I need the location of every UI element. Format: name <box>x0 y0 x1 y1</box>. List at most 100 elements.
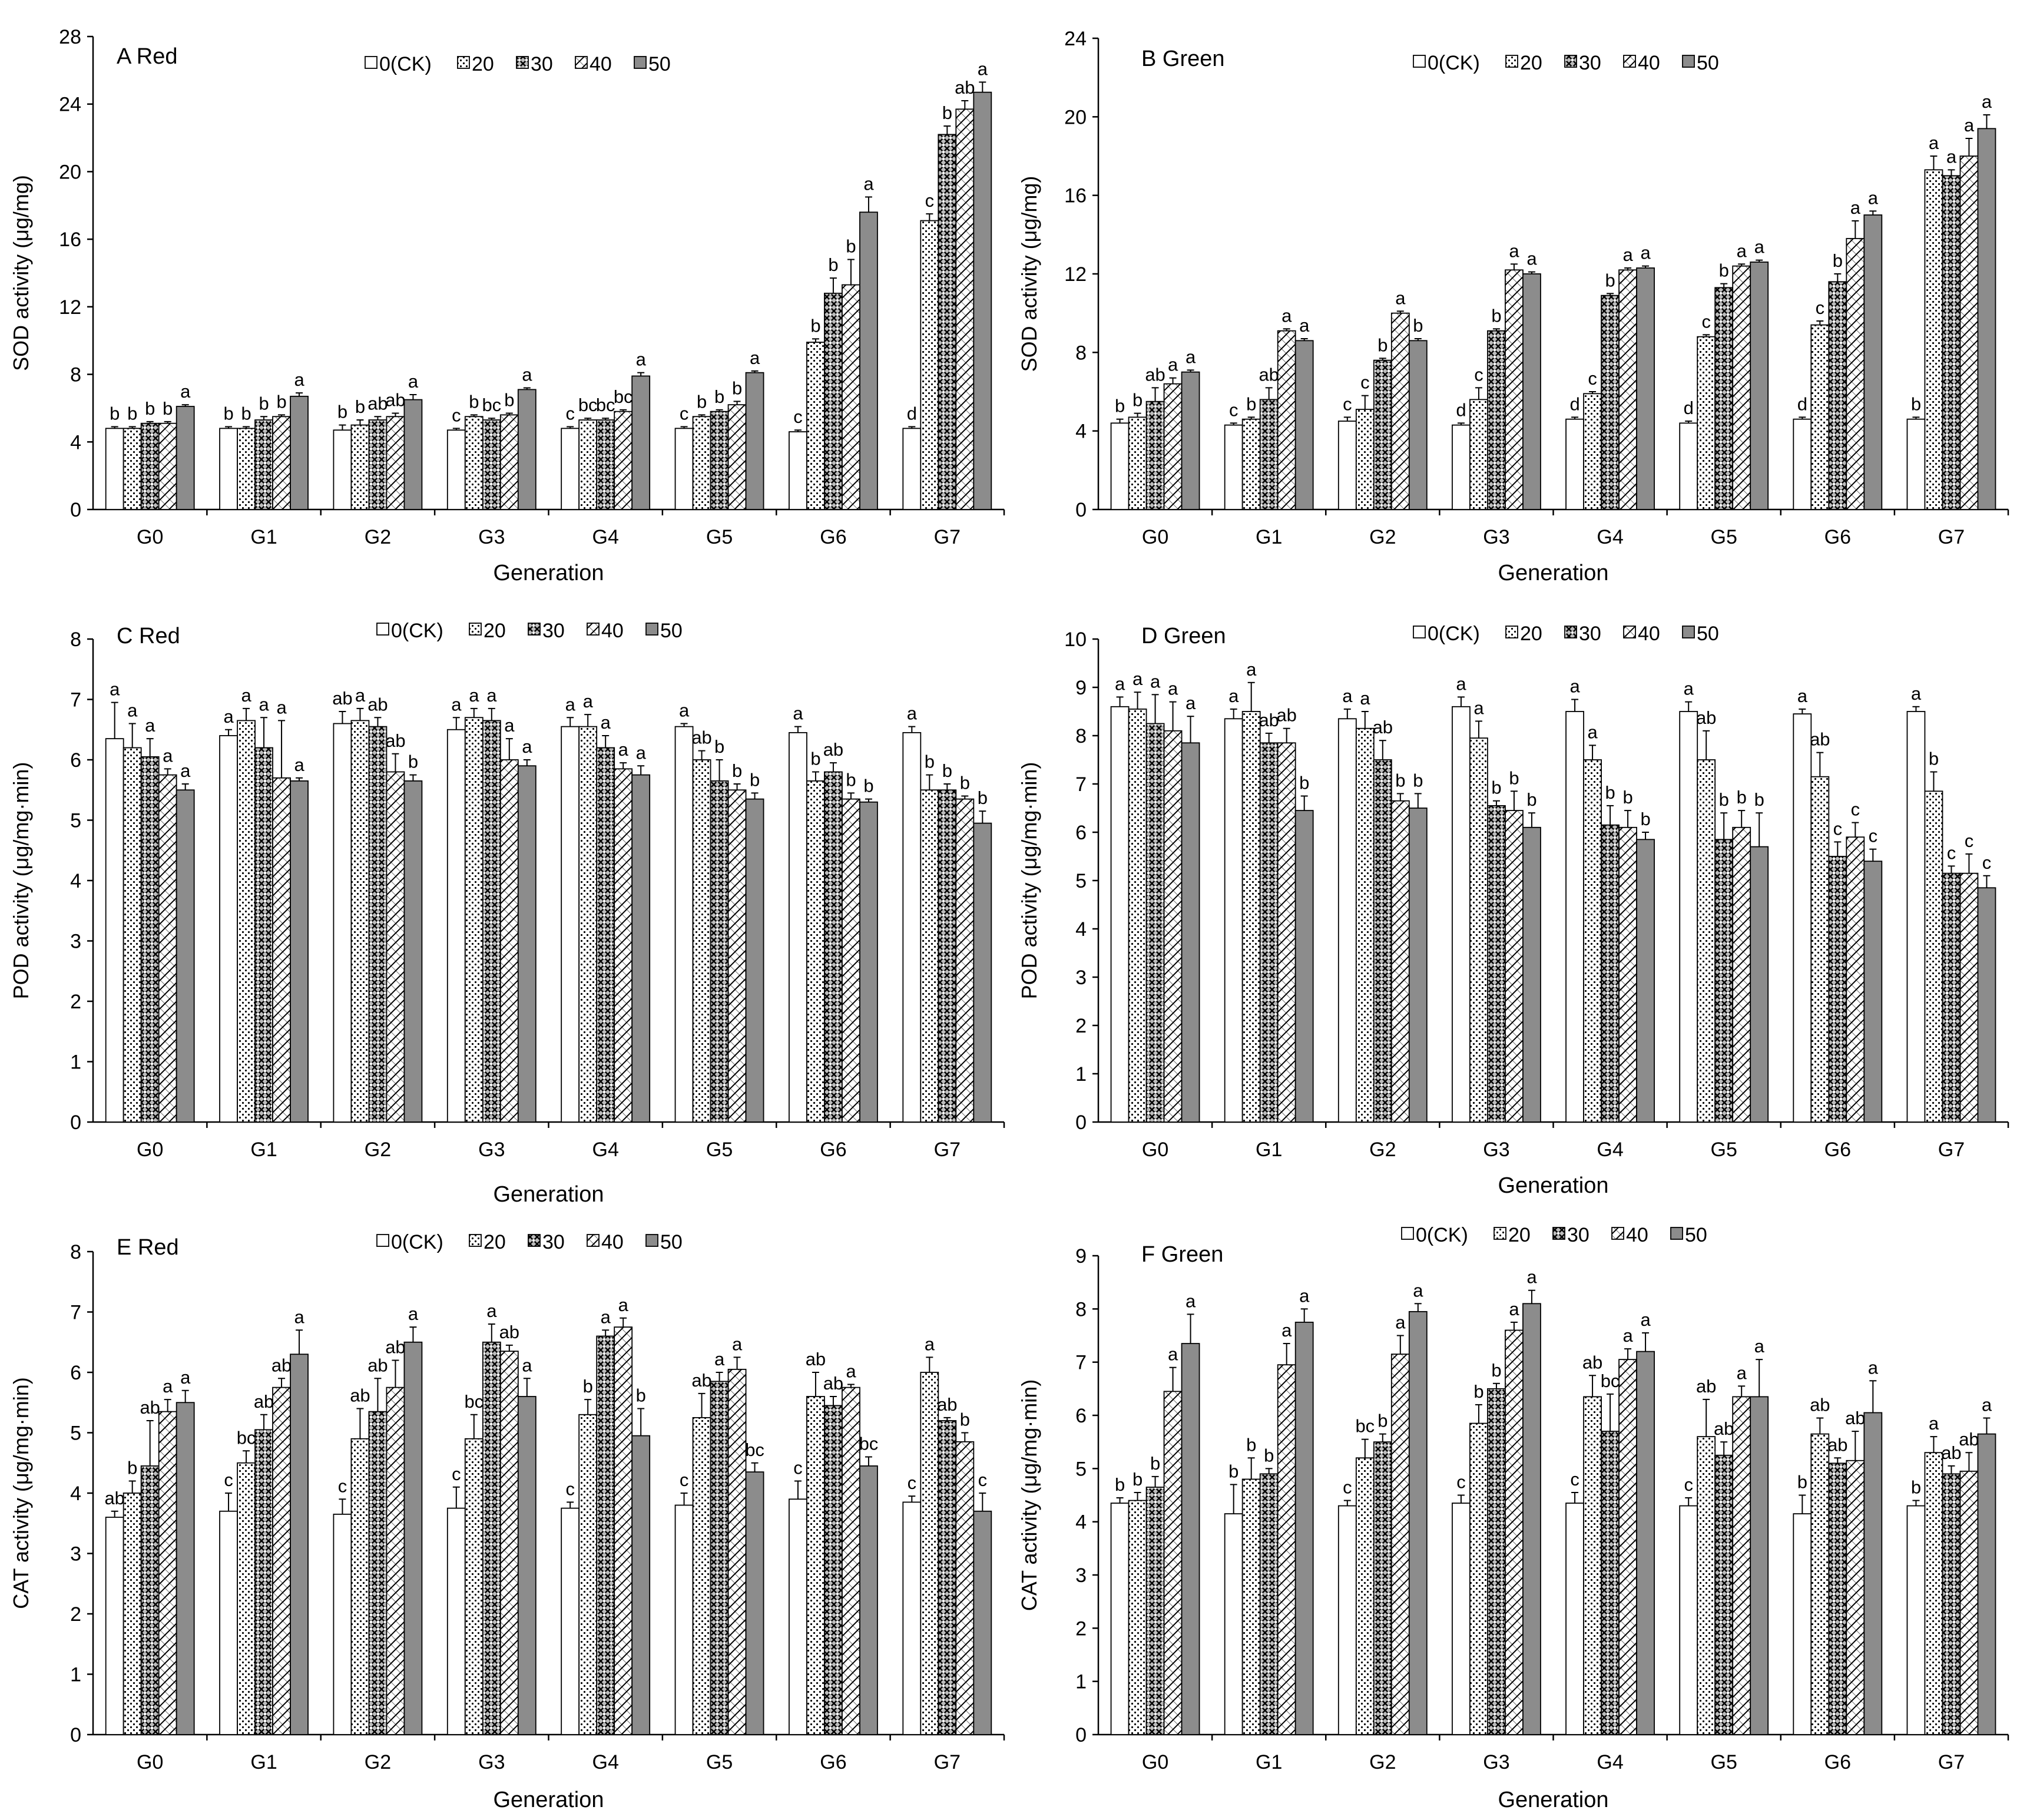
bar-B-G0-20 <box>1128 416 1147 510</box>
y-tick-label: 0 <box>1075 499 1087 521</box>
bar-B-G1-50 <box>1294 340 1314 510</box>
significance-label: a <box>1395 287 1406 308</box>
bar-B-G1-30 <box>1259 399 1279 510</box>
significance-label: b <box>355 396 365 417</box>
y-axis-title: CAT activity (μg/mg·min) <box>9 1377 33 1609</box>
significance-label: d <box>1456 399 1466 420</box>
significance-label: a <box>276 697 287 717</box>
significance-label: b <box>960 773 970 793</box>
significance-label: a <box>1929 133 1939 153</box>
bar-F-G7-50 <box>1977 1433 1996 1735</box>
bar-A-G4-20 <box>578 419 598 510</box>
significance-label: b <box>241 403 251 423</box>
bar-F-G7-20 <box>1924 1452 1943 1735</box>
y-tick-label: 3 <box>1075 1564 1087 1587</box>
significance-label: c <box>1947 842 1956 863</box>
y-tick-label: 8 <box>70 1241 81 1263</box>
significance-label: b <box>504 390 514 411</box>
bar-C-G0-0(CK) <box>105 738 124 1123</box>
legend-label: 0(CK) <box>1428 52 1480 74</box>
bar-A-G1-40 <box>272 416 291 510</box>
significance-label: a <box>1737 240 1747 261</box>
bar-F-G4-20 <box>1583 1396 1602 1735</box>
legend-label: 0(CK) <box>379 53 432 75</box>
significance-label: c <box>1833 818 1843 839</box>
y-tick-label: 2 <box>70 991 81 1013</box>
bar-A-G4-0(CK) <box>561 428 580 510</box>
x-tick-label: G0 <box>1142 1139 1168 1161</box>
significance-label: c <box>1701 311 1711 332</box>
significance-label: c <box>452 1464 461 1484</box>
significance-label: bc <box>1355 1416 1375 1437</box>
bar-B-G6-50 <box>1863 214 1883 510</box>
significance-label: c <box>1456 1472 1466 1493</box>
bar-B-G3-50 <box>1522 273 1541 510</box>
bar-B-G0-40 <box>1163 383 1183 510</box>
x-tick-label: G4 <box>592 1751 619 1773</box>
significance-label: a <box>1115 673 1125 694</box>
significance-label: a <box>1299 1285 1310 1306</box>
bar-D-G6-50 <box>1863 861 1883 1123</box>
bar-F-G3-20 <box>1469 1422 1488 1735</box>
bar-D-G2-20 <box>1355 727 1375 1123</box>
x-tick-label: G4 <box>1597 1139 1623 1161</box>
bar-C-G7-20 <box>920 789 939 1123</box>
significance-label: c <box>1570 1469 1579 1490</box>
y-tick-label: 1 <box>70 1051 81 1074</box>
bar-B-G0-0(CK) <box>1110 422 1130 510</box>
bar-F-G3-50 <box>1522 1303 1541 1735</box>
y-tick-label: 4 <box>70 1483 81 1505</box>
bar-D-G4-40 <box>1618 826 1637 1123</box>
bar-A-G3-50 <box>517 389 537 510</box>
bar-F-G4-50 <box>1636 1351 1655 1735</box>
bar-C-G1-50 <box>290 780 309 1123</box>
significance-label: b <box>1377 1411 1387 1431</box>
legend-label: 20 <box>484 620 506 642</box>
y-tick-label: 3 <box>1075 967 1087 989</box>
significance-label: a <box>714 1349 725 1369</box>
legend-label: 0(CK) <box>391 620 443 642</box>
significance-label: b <box>925 752 935 772</box>
legend-swatch <box>587 1234 600 1247</box>
y-tick-label: 4 <box>70 431 81 454</box>
legend-swatch <box>1552 1227 1565 1240</box>
y-tick-label: 2 <box>1075 1015 1087 1037</box>
bar-C-G6-0(CK) <box>789 732 807 1123</box>
bar-F-G1-40 <box>1277 1364 1296 1735</box>
panel-title: A Red <box>117 44 178 69</box>
bar-A-G6-40 <box>842 284 860 510</box>
bar-E-G6-0(CK) <box>789 1498 807 1735</box>
y-tick-label: 6 <box>1075 822 1087 844</box>
significance-label: b <box>1491 305 1501 326</box>
bar-A-G2-30 <box>368 419 388 510</box>
bar-F-G0-0(CK) <box>1110 1503 1130 1735</box>
bar-D-G0-40 <box>1163 730 1183 1123</box>
y-tick-label: 20 <box>59 161 81 183</box>
bar-C-G3-40 <box>499 759 519 1123</box>
bar-B-G7-50 <box>1977 128 1996 510</box>
significance-label: a <box>1850 197 1861 218</box>
bar-A-G0-40 <box>158 422 177 510</box>
significance-label: c <box>680 403 689 423</box>
bar-D-G4-30 <box>1601 824 1620 1123</box>
significance-label: ab <box>1941 1442 1961 1463</box>
significance-label: a <box>223 706 234 727</box>
significance-label: c <box>925 190 935 211</box>
y-tick-label: 9 <box>1075 1245 1087 1268</box>
significance-label: a <box>1342 686 1353 706</box>
bar-F-G3-40 <box>1505 1329 1524 1735</box>
y-tick-label: 24 <box>59 94 81 116</box>
y-tick-label: 6 <box>1075 1405 1087 1427</box>
bar-E-G3-0(CK) <box>446 1507 466 1735</box>
x-tick-label: G5 <box>1711 1751 1737 1773</box>
significance-label: c <box>452 405 461 425</box>
significance-label: c <box>338 1475 347 1496</box>
bar-C-G3-50 <box>517 765 537 1123</box>
legend-label: 30 <box>542 620 565 642</box>
bar-A-G5-50 <box>745 372 764 510</box>
significance-label: a <box>504 715 515 736</box>
bar-F-G4-40 <box>1618 1359 1637 1735</box>
bar-B-G2-20 <box>1355 409 1375 510</box>
y-tick-label: 3 <box>70 931 81 953</box>
